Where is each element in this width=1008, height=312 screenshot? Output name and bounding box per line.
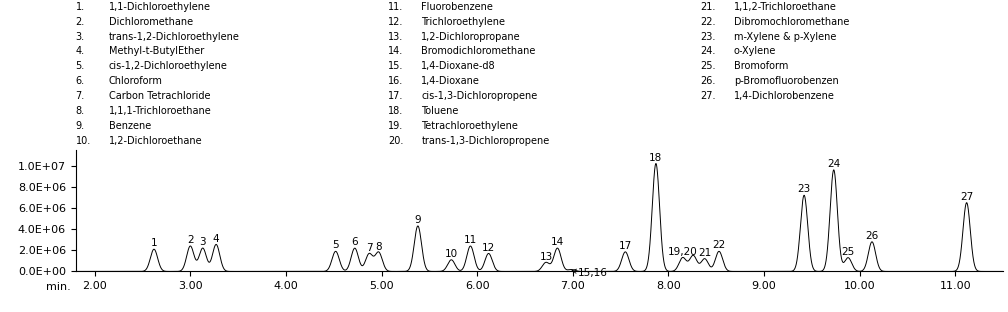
Text: 1,4-Dichlorobenzene: 1,4-Dichlorobenzene: [734, 91, 835, 101]
Text: 1,2-Dichloroethane: 1,2-Dichloroethane: [109, 136, 203, 146]
Text: trans-1,2-Dichloroethylene: trans-1,2-Dichloroethylene: [109, 32, 240, 41]
Text: 16.: 16.: [388, 76, 403, 86]
Text: 8.: 8.: [76, 106, 85, 116]
Text: 23.: 23.: [701, 32, 716, 41]
Text: 14: 14: [550, 237, 564, 247]
Text: Carbon Tetrachloride: Carbon Tetrachloride: [109, 91, 211, 101]
Text: 26.: 26.: [701, 76, 716, 86]
Text: 8: 8: [375, 241, 382, 251]
Text: 17: 17: [619, 241, 632, 251]
Text: 10.: 10.: [76, 136, 91, 146]
Text: 19,20: 19,20: [668, 247, 698, 257]
Text: 4.: 4.: [76, 46, 85, 56]
Text: trans-1,3-Dichloropropene: trans-1,3-Dichloropropene: [421, 136, 549, 146]
Text: Benzene: Benzene: [109, 121, 151, 131]
Text: 24.: 24.: [701, 46, 716, 56]
Text: Trichloroethylene: Trichloroethylene: [421, 17, 505, 27]
Text: 9: 9: [414, 215, 421, 225]
Text: 18: 18: [649, 153, 662, 163]
Text: 11: 11: [464, 235, 477, 245]
Text: 3.: 3.: [76, 32, 85, 41]
Text: Tetrachloroethylene: Tetrachloroethylene: [421, 121, 518, 131]
Text: 1,1-Dichloroethylene: 1,1-Dichloroethylene: [109, 2, 211, 12]
Text: 5.: 5.: [76, 61, 85, 71]
Text: cis-1,2-Dichloroethylene: cis-1,2-Dichloroethylene: [109, 61, 228, 71]
Text: 7.: 7.: [76, 91, 85, 101]
Text: 15.: 15.: [388, 61, 403, 71]
Text: 21.: 21.: [701, 2, 716, 12]
Text: 6.: 6.: [76, 76, 85, 86]
Text: 22: 22: [713, 241, 726, 251]
Text: Chloroform: Chloroform: [109, 76, 162, 86]
Text: m-Xylene & p-Xylene: m-Xylene & p-Xylene: [734, 32, 837, 41]
Text: 1,4-Dioxane: 1,4-Dioxane: [421, 76, 480, 86]
Text: 15,16: 15,16: [573, 269, 608, 279]
Text: min.: min.: [46, 282, 71, 292]
Text: 3: 3: [200, 237, 206, 247]
Text: 13: 13: [539, 251, 552, 261]
Text: 2.: 2.: [76, 17, 85, 27]
Text: 9.: 9.: [76, 121, 85, 131]
Text: 23: 23: [797, 184, 810, 194]
Text: 26: 26: [865, 231, 879, 241]
Text: 12: 12: [482, 243, 495, 253]
Text: Fluorobenzene: Fluorobenzene: [421, 2, 493, 12]
Text: 1,1,1-Trichloroethane: 1,1,1-Trichloroethane: [109, 106, 212, 116]
Text: 7: 7: [366, 243, 372, 253]
Text: p-Bromofluorobenzen: p-Bromofluorobenzen: [734, 76, 839, 86]
Text: 24: 24: [828, 159, 841, 169]
Text: 1,4-Dioxane-d8: 1,4-Dioxane-d8: [421, 61, 496, 71]
Text: Dibromochloromethane: Dibromochloromethane: [734, 17, 849, 27]
Text: 20.: 20.: [388, 136, 403, 146]
Text: 21: 21: [699, 248, 712, 258]
Text: 2: 2: [187, 235, 194, 245]
Text: 6: 6: [352, 237, 358, 247]
Text: Dichloromethane: Dichloromethane: [109, 17, 193, 27]
Text: 14.: 14.: [388, 46, 403, 56]
Text: 5: 5: [333, 241, 339, 251]
Text: 10: 10: [445, 249, 458, 259]
Text: 11.: 11.: [388, 2, 403, 12]
Text: 13.: 13.: [388, 32, 403, 41]
Text: 17.: 17.: [388, 91, 403, 101]
Text: Methyl-t-ButylEther: Methyl-t-ButylEther: [109, 46, 204, 56]
Text: 4: 4: [213, 234, 220, 244]
Text: 27: 27: [960, 192, 974, 202]
Text: 18.: 18.: [388, 106, 403, 116]
Text: o-Xylene: o-Xylene: [734, 46, 776, 56]
Text: 1: 1: [150, 238, 157, 248]
Text: 19.: 19.: [388, 121, 403, 131]
Text: 1,2-Dichloropropane: 1,2-Dichloropropane: [421, 32, 521, 41]
Text: Toluene: Toluene: [421, 106, 459, 116]
Text: 27.: 27.: [701, 91, 716, 101]
Text: 25.: 25.: [701, 61, 716, 71]
Text: 12.: 12.: [388, 17, 403, 27]
Text: 1.: 1.: [76, 2, 85, 12]
Text: 25: 25: [842, 247, 855, 257]
Text: 22.: 22.: [701, 17, 716, 27]
Text: Bromodichloromethane: Bromodichloromethane: [421, 46, 535, 56]
Text: Bromoform: Bromoform: [734, 61, 788, 71]
Text: 1,1,2-Trichloroethane: 1,1,2-Trichloroethane: [734, 2, 837, 12]
Text: cis-1,3-Dichloropropene: cis-1,3-Dichloropropene: [421, 91, 537, 101]
